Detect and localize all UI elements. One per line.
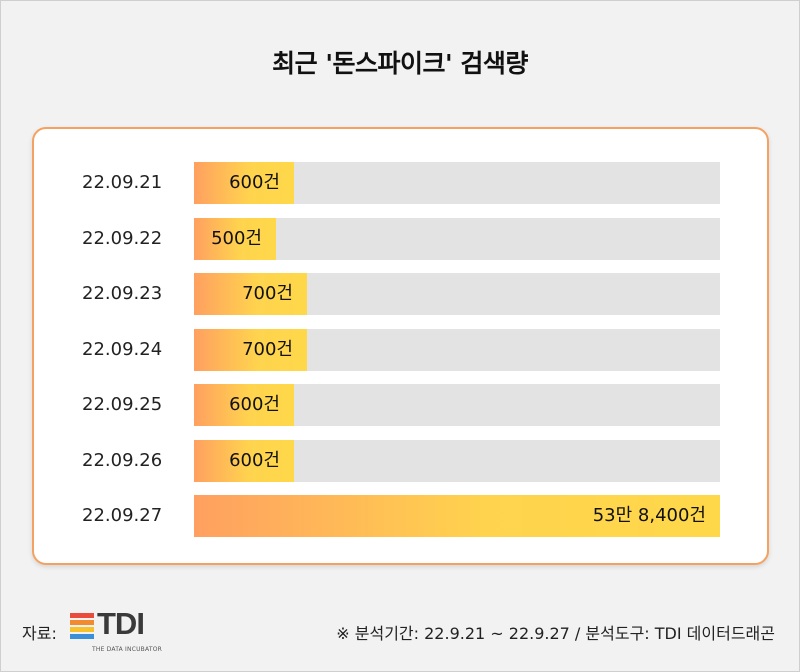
bar-track: 700건 xyxy=(194,273,720,315)
category-label: 22.09.25 xyxy=(82,394,163,415)
analysis-note: ※ 분석기간: 22.9.21 ~ 22.9.27 / 분석도구: TDI 데이… xyxy=(336,624,775,643)
chart-title: 최근 '돈스파이크' 검색량 xyxy=(272,49,528,78)
source-label: 자료: xyxy=(22,624,57,643)
bar: 500건 xyxy=(194,218,276,260)
category-label: 22.09.21 xyxy=(82,172,163,193)
bar: 700건 xyxy=(194,273,307,315)
logo-subtitle: THE DATA INCUBATOR xyxy=(92,646,162,653)
category-label: 22.09.23 xyxy=(82,283,163,304)
logo-stripe-orange xyxy=(70,620,94,625)
logo-stripe-yellow xyxy=(70,627,94,632)
value-label: 600건 xyxy=(229,172,280,193)
value-label: 700건 xyxy=(242,283,293,304)
bar-track: 600건 xyxy=(194,384,720,426)
category-label: 22.09.22 xyxy=(82,228,163,249)
bar-track: 700건 xyxy=(194,329,720,371)
logo-stripe-red xyxy=(70,613,94,618)
value-label: 600건 xyxy=(229,450,280,471)
bar-track: 600건 xyxy=(194,440,720,482)
bar: 600건 xyxy=(194,440,294,482)
value-label: 700건 xyxy=(242,339,293,360)
category-label: 22.09.24 xyxy=(82,339,163,360)
logo-stripe-blue xyxy=(70,634,94,639)
bar-track: 500건 xyxy=(194,218,720,260)
tdi-logo: TDI THE DATA INCUBATOR xyxy=(70,606,162,656)
category-label: 22.09.26 xyxy=(82,450,163,471)
logo-stripes-icon xyxy=(70,613,94,641)
bar: 700건 xyxy=(194,329,307,371)
category-label: 22.09.27 xyxy=(82,505,163,526)
bar: 53만 8,400건 xyxy=(194,495,720,537)
bar: 600건 xyxy=(194,384,294,426)
value-label: 600건 xyxy=(229,394,280,415)
bar: 600건 xyxy=(194,162,294,204)
bar-track: 53만 8,400건 xyxy=(194,495,720,537)
bar-track: 600건 xyxy=(194,162,720,204)
logo-text: TDI xyxy=(97,606,145,641)
value-label: 53만 8,400건 xyxy=(592,505,706,526)
value-label: 500건 xyxy=(211,228,262,249)
